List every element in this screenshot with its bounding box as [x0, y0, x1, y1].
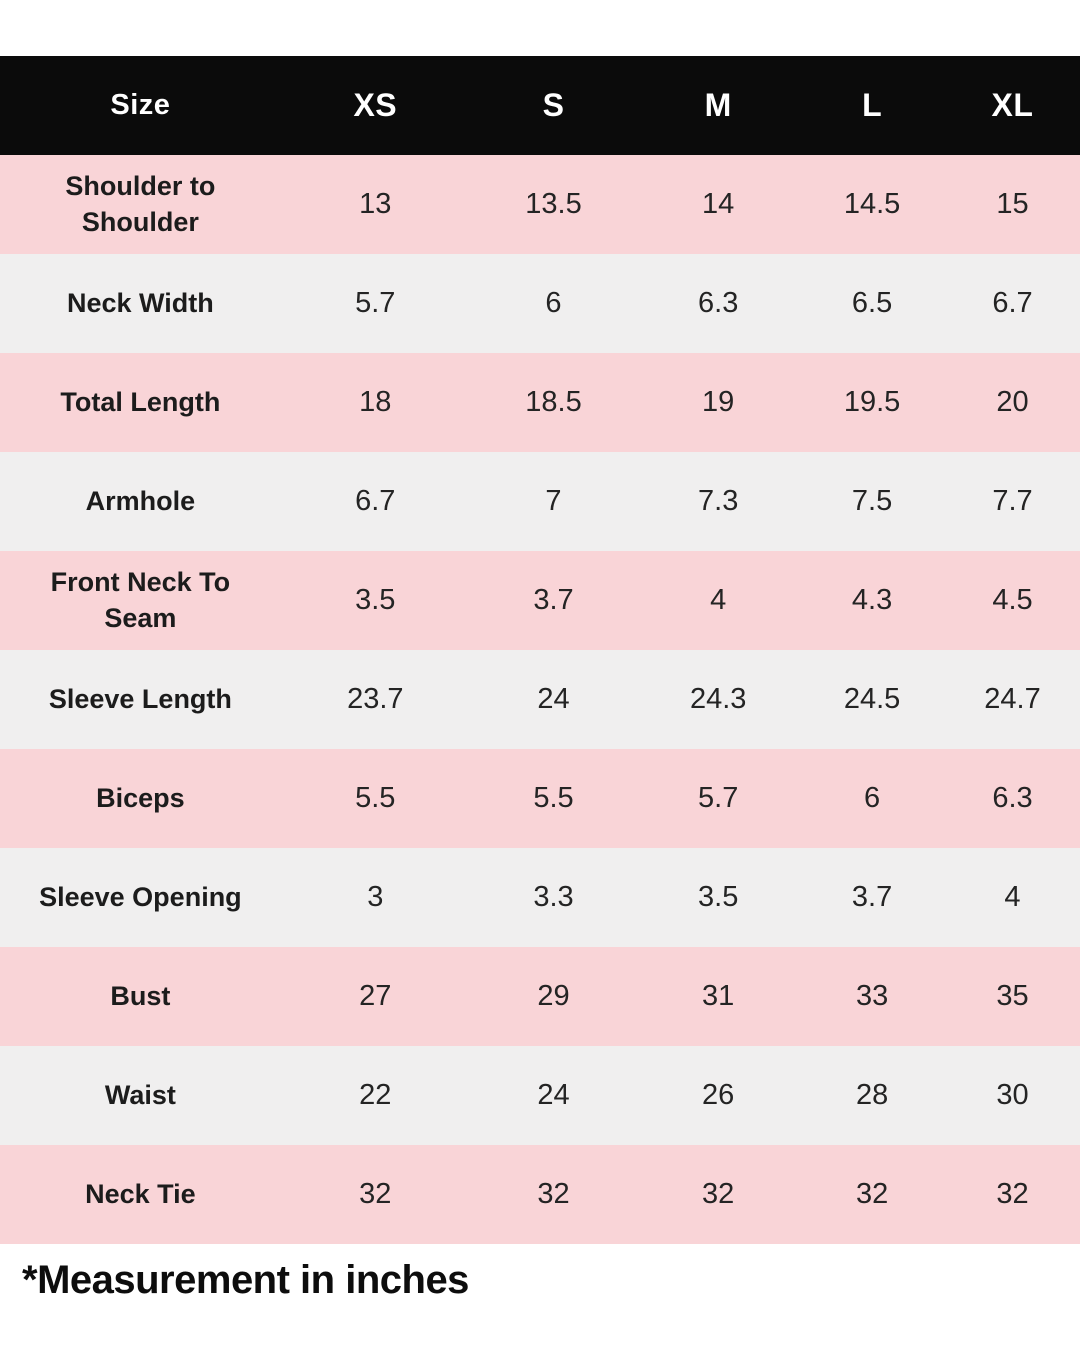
row-label: Front Neck To Seam — [50, 567, 231, 633]
size-value: 20 — [996, 386, 1029, 418]
size-value: 5.7 — [355, 287, 396, 319]
row-label: Total Length — [60, 386, 221, 417]
size-value: 18.5 — [525, 386, 582, 418]
table-row: Biceps 5.5 5.5 5.7 6 6.3 — [0, 749, 1080, 848]
size-value: 3.5 — [698, 881, 739, 913]
table-row: Neck Tie 32 32 32 32 32 — [0, 1145, 1080, 1244]
size-value: 15 — [996, 188, 1029, 220]
size-table: Size XS S M L XL Shoulder to Shoulder 13 13.5 14… — [0, 56, 1080, 1244]
size-value: 4 — [1004, 881, 1021, 913]
table-row: Sleeve Length 23.7 24 24.3 24.5 24.7 — [0, 650, 1080, 749]
table-row: Front Neck To Seam 3.5 3.7 4 4.3 4.5 — [0, 551, 1080, 650]
row-label: Shoulder to Shoulder — [65, 171, 216, 237]
row-label: Bust — [110, 980, 171, 1011]
row-label: Neck Tie — [85, 1178, 196, 1209]
row-label: Biceps — [96, 782, 185, 813]
size-value: 3.7 — [851, 881, 893, 913]
size-value: 33 — [855, 980, 889, 1012]
table-row: Shoulder to Shoulder 13 13.5 14 14.5 15 — [0, 155, 1080, 254]
size-value: 24.5 — [843, 683, 901, 715]
size-value: 32 — [996, 1178, 1029, 1210]
size-value: 3 — [367, 881, 384, 913]
size-value: 32 — [702, 1178, 735, 1210]
size-value: 13.5 — [525, 188, 582, 220]
table-row: Waist 22 24 26 28 30 — [0, 1046, 1080, 1145]
row-label: Armhole — [85, 485, 196, 516]
size-value: 6.7 — [992, 287, 1033, 319]
table-row: Neck Width 5.7 6 6.3 6.5 6.7 — [0, 254, 1080, 353]
size-value: 14 — [702, 188, 735, 220]
column-header: XS — [353, 87, 398, 123]
column-header: XL — [991, 87, 1034, 123]
size-value: 3.7 — [533, 584, 574, 616]
size-value: 5.7 — [698, 782, 739, 814]
table-body: Shoulder to Shoulder 13 13.5 14 14.5 15 Neck W… — [0, 155, 1080, 1244]
size-value: 24 — [537, 1079, 570, 1111]
table-row: Total Length 18 18.5 19 19.5 20 — [0, 353, 1080, 452]
row-label: Neck Width — [67, 287, 214, 318]
size-value: 27 — [359, 980, 392, 1012]
table-header-row: Size XS S M L XL — [0, 56, 1080, 155]
size-value: 6 — [545, 287, 562, 319]
column-header: S — [542, 87, 565, 123]
size-value: 30 — [996, 1079, 1029, 1111]
size-value: 6.5 — [851, 287, 893, 319]
size-value: 31 — [702, 980, 735, 1012]
size-value: 32 — [537, 1178, 570, 1210]
size-value: 4.5 — [992, 584, 1033, 616]
column-header: L — [862, 87, 883, 123]
size-value: 19.5 — [843, 386, 901, 418]
size-value: 18 — [359, 386, 392, 418]
size-value: 6.7 — [355, 485, 396, 517]
size-value: 24.3 — [689, 683, 747, 715]
size-value: 7.3 — [698, 485, 739, 517]
size-value: 28 — [855, 1079, 889, 1111]
size-value: 14.5 — [843, 188, 901, 220]
size-value: 4.3 — [851, 584, 893, 616]
row-label: Sleeve Opening — [39, 881, 242, 912]
size-value: 5.5 — [355, 782, 396, 814]
size-value: 7.5 — [851, 485, 893, 517]
size-value: 13 — [359, 188, 392, 220]
table-row: Sleeve Opening 3 3.3 3.5 3.7 4 — [0, 848, 1080, 947]
size-value: 22 — [359, 1079, 392, 1111]
size-value: 24 — [537, 683, 570, 715]
size-value: 6.3 — [698, 287, 739, 319]
size-value: 7 — [545, 485, 562, 517]
row-label: Sleeve Length — [48, 683, 232, 714]
size-value: 7.7 — [992, 485, 1033, 517]
measurement-footnote: *Measurement in inches — [22, 1258, 469, 1302]
size-value: 3.3 — [533, 881, 574, 913]
size-value: 6.3 — [992, 782, 1033, 814]
size-value: 23.7 — [347, 683, 404, 715]
size-value: 32 — [359, 1178, 392, 1210]
table-row: Bust 27 29 31 33 35 — [0, 947, 1080, 1046]
size-value: 24.7 — [984, 683, 1041, 715]
size-value: 4 — [710, 584, 727, 616]
size-value: 29 — [537, 980, 570, 1012]
size-value: 35 — [996, 980, 1029, 1012]
table-row: Armhole 6.7 7 7.3 7.5 7.7 — [0, 452, 1080, 551]
size-value: 5.5 — [533, 782, 574, 814]
size-value: 6 — [864, 782, 881, 814]
column-header: M — [704, 87, 732, 123]
row-label: Waist — [104, 1079, 176, 1110]
size-value: 3.5 — [355, 584, 396, 616]
size-value: 32 — [855, 1178, 889, 1210]
column-header-size: Size — [110, 89, 171, 121]
size-value: 26 — [702, 1079, 735, 1111]
size-value: 19 — [702, 386, 735, 418]
